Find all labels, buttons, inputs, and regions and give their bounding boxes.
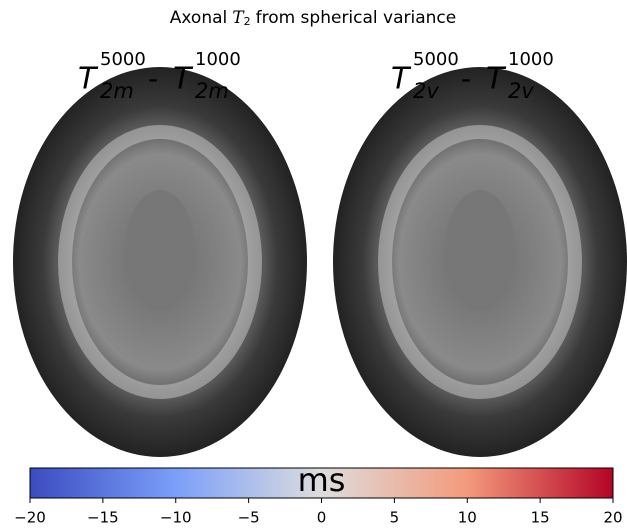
brain-right [333,67,627,457]
term-sup: 5000 [413,49,459,70]
colorbar-label: ms [298,461,346,499]
term-sub: 2v [508,79,534,103]
tick-label: 20 [603,509,622,527]
brain-left [13,67,307,457]
tick-label: 15 [531,509,550,527]
term-sup: 5000 [100,49,146,70]
term-base: T [391,62,412,97]
term-base: T [173,62,194,97]
tick-label: 5 [390,509,400,527]
term-sup: 1000 [508,49,554,70]
tick-label: −10 [160,509,192,527]
figure: AxonalT2from spherical variance T50002mT… [0,0,627,530]
term-sub: 2m [195,79,229,103]
term-base: T [78,62,99,97]
tick-label: 0 [317,509,327,527]
term-sup: 1000 [195,49,241,70]
tick-label: 10 [458,509,477,527]
title-suffix: from spherical variance [256,8,457,28]
operator: - [148,62,158,95]
term-sub: 2v [413,79,439,103]
title-prefix: Axonal [170,8,227,28]
tick-label: −20 [14,509,46,527]
term-sub: 2m [100,79,134,103]
tick-label: −15 [87,509,119,527]
tick-label: −5 [238,509,260,527]
title-subscript: 2 [244,15,251,28]
operator: - [461,62,471,95]
term-base: T [486,62,507,97]
